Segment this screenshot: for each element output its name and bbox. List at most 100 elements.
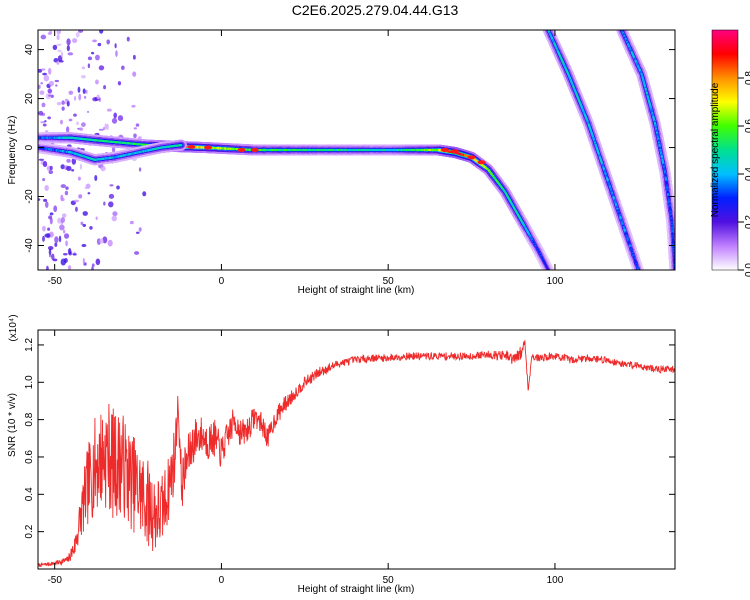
noise-speck bbox=[43, 198, 48, 202]
peak-blob bbox=[450, 149, 459, 154]
noise-speck bbox=[57, 217, 62, 224]
noise-speck bbox=[44, 120, 47, 123]
noise-speck bbox=[57, 55, 63, 62]
noise-speck bbox=[44, 184, 49, 191]
noise-speck bbox=[91, 263, 95, 268]
noise-speck bbox=[50, 94, 54, 98]
noise-speck bbox=[75, 206, 78, 212]
noise-speck bbox=[95, 54, 100, 61]
noise-speck bbox=[132, 54, 136, 60]
noise-speck bbox=[106, 39, 111, 45]
noise-speck bbox=[117, 81, 122, 86]
noise-speck bbox=[61, 106, 65, 111]
noise-speck bbox=[60, 119, 63, 125]
noise-speck bbox=[41, 68, 46, 71]
noise-speck bbox=[114, 43, 117, 49]
noise-speck bbox=[60, 184, 67, 189]
noise-speck bbox=[121, 65, 125, 70]
noise-speck bbox=[107, 239, 113, 247]
noise-speck bbox=[91, 51, 95, 55]
noise-speck bbox=[117, 115, 124, 122]
noise-speck bbox=[44, 233, 50, 238]
noise-speck bbox=[138, 167, 142, 172]
noise-speck bbox=[87, 63, 91, 69]
noise-speck bbox=[81, 66, 85, 70]
noise-speck bbox=[58, 60, 64, 63]
noise-speck bbox=[68, 90, 74, 95]
noise-speck bbox=[57, 49, 62, 53]
noise-speck bbox=[89, 226, 93, 230]
noise-speck bbox=[84, 95, 87, 99]
noise-speck bbox=[48, 94, 52, 97]
noise-speck bbox=[94, 175, 98, 181]
noise-speck bbox=[66, 126, 70, 133]
peak-blob bbox=[477, 160, 486, 165]
noise-speck bbox=[92, 39, 97, 43]
noise-speck bbox=[45, 130, 49, 133]
noise-speck bbox=[142, 191, 147, 197]
noise-speck bbox=[47, 67, 52, 75]
noise-speck bbox=[91, 266, 94, 270]
noise-speck bbox=[106, 123, 109, 131]
noise-speck bbox=[82, 88, 86, 94]
noise-speck bbox=[59, 224, 65, 231]
noise-speck bbox=[85, 89, 88, 94]
noise-speck bbox=[129, 220, 134, 225]
peak-blob bbox=[250, 148, 259, 152]
noise-speck bbox=[38, 84, 41, 89]
noise-speck bbox=[78, 30, 84, 33]
noise-speck bbox=[61, 100, 65, 105]
noise-speck bbox=[135, 123, 140, 127]
noise-speck bbox=[40, 121, 46, 124]
noise-speck bbox=[44, 201, 49, 208]
noise-speck bbox=[40, 82, 43, 85]
noise-speck bbox=[80, 75, 86, 79]
noise-speck bbox=[56, 34, 60, 41]
noise-speck bbox=[47, 246, 54, 251]
noise-speck bbox=[60, 216, 66, 224]
noise-speck bbox=[65, 240, 68, 247]
noise-speck bbox=[54, 79, 60, 83]
peak-blob bbox=[187, 144, 196, 149]
peak-blob bbox=[237, 148, 246, 152]
noise-speck bbox=[65, 186, 69, 190]
noise-speck bbox=[56, 61, 60, 65]
peak-blob bbox=[204, 145, 213, 150]
noise-speck bbox=[42, 178, 46, 182]
noise-speck bbox=[103, 201, 106, 206]
noise-speck bbox=[42, 123, 47, 127]
noise-speck bbox=[78, 194, 83, 199]
noise-speck bbox=[49, 165, 53, 171]
noise-speck bbox=[132, 71, 137, 77]
noise-speck bbox=[38, 68, 43, 73]
noise-speck bbox=[58, 235, 62, 243]
noise-speck bbox=[54, 242, 58, 247]
noise-speck bbox=[98, 65, 105, 71]
figure-title: C2E6.2025.279.04.44.G13 bbox=[292, 2, 459, 18]
noise-speck bbox=[66, 44, 70, 52]
noise-speck bbox=[43, 74, 50, 82]
noise-speck bbox=[99, 30, 104, 34]
noise-speck bbox=[48, 170, 53, 174]
noise-speck bbox=[64, 233, 70, 239]
noise-speck bbox=[62, 229, 66, 234]
noise-speck bbox=[106, 108, 112, 112]
noise-speck bbox=[77, 86, 81, 93]
noise-speck bbox=[134, 251, 140, 255]
noise-speck bbox=[66, 38, 71, 46]
noise-speck bbox=[53, 205, 58, 213]
noise-speck bbox=[103, 85, 107, 90]
noise-speck bbox=[51, 253, 55, 261]
noise-speck bbox=[47, 116, 51, 120]
noise-speck bbox=[86, 110, 90, 114]
noise-speck bbox=[81, 122, 86, 127]
noise-speck bbox=[47, 88, 53, 94]
noise-speck bbox=[71, 169, 75, 172]
noise-speck bbox=[73, 113, 77, 117]
noise-speck bbox=[38, 198, 41, 201]
noise-speck bbox=[115, 50, 118, 58]
noise-speck bbox=[54, 236, 59, 244]
noise-speck bbox=[82, 223, 87, 227]
